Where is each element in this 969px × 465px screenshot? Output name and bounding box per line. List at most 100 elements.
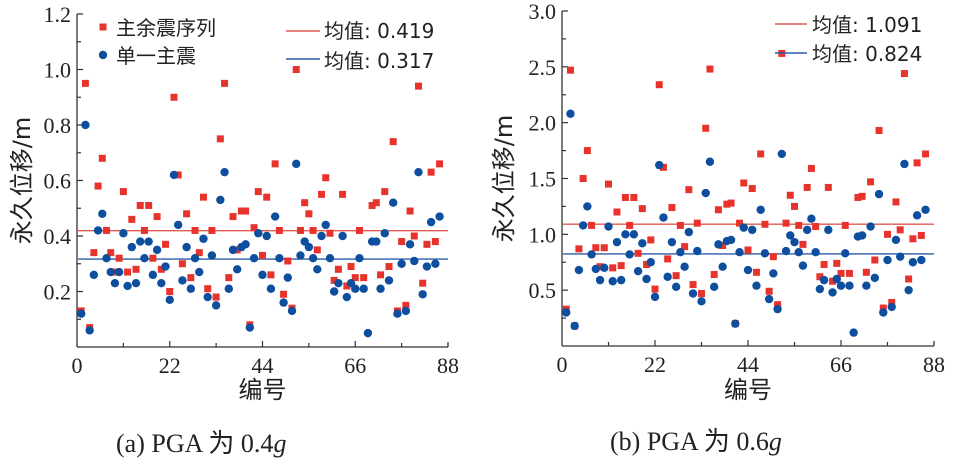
- data-point-square: [166, 288, 174, 295]
- data-point-circle: [807, 214, 816, 223]
- data-point-square: [829, 277, 837, 285]
- data-point-square: [862, 268, 870, 276]
- data-point-square: [583, 147, 591, 155]
- y-tick-label: 0.5: [529, 278, 557, 303]
- data-point-circle: [169, 170, 179, 180]
- data-point-square: [119, 188, 127, 196]
- data-point-circle: [739, 223, 748, 232]
- data-point-square: [140, 226, 148, 234]
- data-point-square: [275, 226, 283, 234]
- data-point-square: [765, 287, 773, 295]
- data-point-circle: [114, 267, 124, 277]
- data-point-square: [613, 208, 621, 216]
- data-point-square: [360, 274, 368, 282]
- data-point-square: [377, 271, 385, 279]
- data-point-circle: [777, 149, 787, 159]
- data-point-square: [284, 257, 292, 265]
- data-point-square: [292, 66, 300, 73]
- data-point-square: [769, 253, 777, 261]
- data-point-square: [145, 201, 153, 209]
- data-point-circle: [296, 251, 305, 260]
- data-point-circle: [304, 242, 314, 252]
- x-tick-label: 66: [344, 353, 366, 378]
- data-point-circle: [157, 278, 166, 288]
- data-point-circle: [600, 263, 609, 273]
- data-point-circle: [262, 231, 271, 241]
- data-point-square: [698, 290, 705, 298]
- data-point-circle: [190, 254, 200, 263]
- data-point-square: [888, 298, 896, 306]
- data-point-circle: [845, 281, 854, 290]
- data-point-square: [128, 215, 136, 223]
- data-point-circle: [595, 275, 605, 285]
- data-point-square: [225, 274, 233, 282]
- data-point-square: [280, 290, 288, 298]
- data-point-circle: [207, 251, 217, 260]
- data-point-circle: [895, 252, 905, 261]
- y-tick-label: 0.8: [44, 113, 72, 138]
- data-point-square: [892, 198, 900, 206]
- data-point-circle: [616, 275, 626, 285]
- data-point-square: [195, 249, 203, 257]
- data-point-square: [216, 135, 224, 143]
- data-point-circle: [756, 205, 765, 214]
- data-point-circle: [917, 255, 926, 265]
- data-point-circle: [144, 237, 153, 246]
- data-point-circle: [883, 255, 892, 265]
- data-point-square: [372, 199, 380, 207]
- data-point-circle: [249, 254, 259, 263]
- data-point-circle: [832, 274, 841, 284]
- data-point-circle: [773, 304, 782, 314]
- data-point-circle: [667, 237, 677, 247]
- data-point-circle: [743, 265, 753, 275]
- data-point-square: [685, 186, 693, 194]
- data-point-square: [643, 260, 651, 268]
- data-point-circle: [824, 225, 833, 235]
- data-point-circle: [380, 229, 389, 238]
- data-point-circle: [384, 276, 394, 285]
- data-point-circle: [308, 254, 318, 263]
- data-point-square: [436, 160, 444, 168]
- data-point-circle: [570, 321, 579, 331]
- data-point-circle: [313, 265, 322, 274]
- data-point-circle: [676, 248, 685, 257]
- y-tick-label: 0.6: [44, 169, 72, 194]
- data-point-square: [381, 188, 389, 196]
- data-point-square: [816, 273, 824, 281]
- data-point-square: [309, 226, 317, 234]
- data-point-square: [98, 154, 106, 162]
- x-axis-title: 编号: [724, 376, 772, 404]
- x-tick-label: 44: [737, 352, 759, 377]
- data-point-circle: [119, 229, 128, 238]
- x-tick-label: 0: [557, 352, 568, 377]
- data-point-square: [221, 79, 229, 87]
- data-point-square: [94, 182, 102, 190]
- data-point-circle: [287, 306, 297, 316]
- data-point-square: [896, 226, 904, 234]
- data-point-square: [254, 188, 262, 196]
- data-point-square: [736, 219, 744, 227]
- data-point-circle: [414, 167, 423, 177]
- data-point-square: [884, 230, 891, 238]
- data-point-square: [162, 240, 170, 248]
- data-point-circle: [828, 288, 837, 297]
- data-point-square: [199, 193, 207, 201]
- data-point-square: [782, 219, 790, 227]
- data-point-circle: [769, 269, 778, 278]
- data-point-circle: [718, 262, 727, 271]
- caption-text: (b) PGA 为 0.6: [610, 427, 769, 456]
- data-point-square: [592, 244, 600, 252]
- data-point-circle: [426, 217, 436, 227]
- x-tick-label: 22: [159, 353, 181, 378]
- data-point-circle: [612, 237, 622, 247]
- data-point-square: [723, 200, 731, 208]
- data-point-circle: [566, 109, 575, 118]
- data-point-circle: [904, 285, 913, 295]
- data-point-circle: [363, 328, 373, 338]
- figure-caption: (a) PGA 为 0.4g: [116, 429, 286, 458]
- data-point-circle: [325, 254, 335, 263]
- data-point-square: [748, 185, 756, 193]
- data-point-circle: [334, 278, 343, 288]
- data-point-square: [799, 240, 807, 248]
- data-point-square: [659, 163, 667, 171]
